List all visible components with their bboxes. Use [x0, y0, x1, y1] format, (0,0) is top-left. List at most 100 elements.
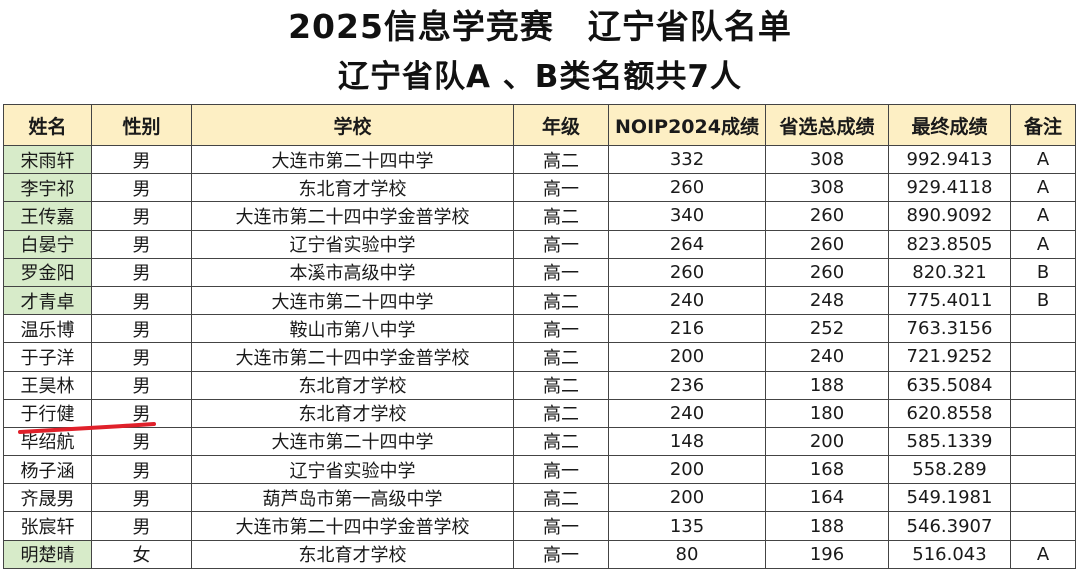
cell-school[interactable]: 东北育才学校: [191, 173, 514, 203]
cell-noip[interactable]: 200: [608, 483, 766, 513]
cell-provincial[interactable]: 248: [765, 285, 889, 316]
cell-school[interactable]: 东北育才学校: [191, 398, 514, 428]
cell-grade[interactable]: 高一: [513, 511, 609, 541]
cell-final[interactable]: 992.9413: [888, 144, 1011, 175]
cell-note[interactable]: [1010, 426, 1076, 457]
cell-name[interactable]: 于子洋: [3, 342, 92, 372]
cell-final[interactable]: 929.4118: [888, 173, 1011, 203]
cell-final[interactable]: 721.9252: [888, 342, 1011, 372]
cell-school[interactable]: 大连市第二十四中学金普学校: [191, 342, 514, 372]
cell-note[interactable]: B: [1010, 257, 1076, 287]
cell-name[interactable]: 白晏宁: [3, 229, 92, 259]
cell-note[interactable]: A: [1010, 201, 1076, 231]
cell-school[interactable]: 大连市第二十四中学金普学校: [191, 201, 514, 231]
cell-noip[interactable]: 260: [608, 257, 766, 287]
cell-grade[interactable]: 高一: [513, 455, 609, 485]
cell-final[interactable]: 585.1339: [888, 426, 1011, 457]
cell-final[interactable]: 763.3156: [888, 314, 1011, 344]
cell-gender[interactable]: 男: [91, 426, 192, 457]
cell-note[interactable]: [1010, 483, 1076, 513]
cell-note[interactable]: A: [1010, 229, 1076, 259]
cell-school[interactable]: 东北育才学校: [191, 370, 514, 400]
cell-grade[interactable]: 高二: [513, 201, 609, 231]
cell-school[interactable]: 大连市第二十四中学金普学校: [191, 511, 514, 541]
cell-note[interactable]: [1010, 455, 1076, 485]
cell-name[interactable]: 于行健: [3, 398, 92, 428]
cell-final[interactable]: 516.043: [888, 539, 1011, 569]
cell-name[interactable]: 杨子涵: [3, 455, 92, 485]
cell-name[interactable]: 才青卓: [3, 285, 92, 316]
cell-gender[interactable]: 男: [91, 314, 192, 344]
cell-name[interactable]: 温乐博: [3, 314, 92, 344]
cell-name[interactable]: 罗金阳: [3, 257, 92, 287]
cell-noip[interactable]: 240: [608, 398, 766, 428]
cell-final[interactable]: 635.5084: [888, 370, 1011, 400]
cell-grade[interactable]: 高一: [513, 314, 609, 344]
cell-grade[interactable]: 高二: [513, 426, 609, 457]
cell-provincial[interactable]: 188: [765, 511, 889, 541]
cell-grade[interactable]: 高二: [513, 144, 609, 175]
cell-note[interactable]: A: [1010, 173, 1076, 203]
cell-gender[interactable]: 女: [91, 539, 192, 569]
cell-grade[interactable]: 高一: [513, 173, 609, 203]
cell-final[interactable]: 775.4011: [888, 285, 1011, 316]
cell-school[interactable]: 辽宁省实验中学: [191, 229, 514, 259]
cell-gender[interactable]: 男: [91, 511, 192, 541]
cell-noip[interactable]: 80: [608, 539, 766, 569]
cell-gender[interactable]: 男: [91, 229, 192, 259]
cell-provincial[interactable]: 168: [765, 455, 889, 485]
cell-provincial[interactable]: 240: [765, 342, 889, 372]
cell-noip[interactable]: 332: [608, 144, 766, 175]
cell-noip[interactable]: 135: [608, 511, 766, 541]
cell-gender[interactable]: 男: [91, 144, 192, 175]
cell-name[interactable]: 王传嘉: [3, 201, 92, 231]
cell-grade[interactable]: 高二: [513, 342, 609, 372]
cell-grade[interactable]: 高二: [513, 285, 609, 316]
cell-grade[interactable]: 高一: [513, 257, 609, 287]
cell-name[interactable]: 齐晟男: [3, 483, 92, 513]
cell-name[interactable]: 明楚晴: [3, 539, 92, 569]
cell-gender[interactable]: 男: [91, 370, 192, 400]
cell-gender[interactable]: 男: [91, 173, 192, 203]
cell-name[interactable]: 张宸轩: [3, 511, 92, 541]
cell-school[interactable]: 大连市第二十四中学: [191, 426, 514, 457]
cell-final[interactable]: 546.3907: [888, 511, 1011, 541]
cell-noip[interactable]: 240: [608, 285, 766, 316]
cell-name[interactable]: 李宇祁: [3, 173, 92, 203]
cell-final[interactable]: 820.321: [888, 257, 1011, 287]
cell-provincial[interactable]: 180: [765, 398, 889, 428]
cell-gender[interactable]: 男: [91, 257, 192, 287]
cell-gender[interactable]: 男: [91, 201, 192, 231]
cell-note[interactable]: [1010, 314, 1076, 344]
cell-school[interactable]: 鞍山市第八中学: [191, 314, 514, 344]
cell-school[interactable]: 东北育才学校: [191, 539, 514, 569]
cell-grade[interactable]: 高二: [513, 370, 609, 400]
cell-provincial[interactable]: 200: [765, 426, 889, 457]
cell-noip[interactable]: 216: [608, 314, 766, 344]
cell-gender[interactable]: 男: [91, 455, 192, 485]
cell-provincial[interactable]: 308: [765, 173, 889, 203]
cell-grade[interactable]: 高一: [513, 229, 609, 259]
cell-provincial[interactable]: 188: [765, 370, 889, 400]
cell-final[interactable]: 823.8505: [888, 229, 1011, 259]
cell-gender[interactable]: 男: [91, 285, 192, 316]
cell-provincial[interactable]: 260: [765, 201, 889, 231]
cell-final[interactable]: 890.9092: [888, 201, 1011, 231]
cell-provincial[interactable]: 308: [765, 144, 889, 175]
cell-noip[interactable]: 200: [608, 455, 766, 485]
cell-note[interactable]: A: [1010, 539, 1076, 569]
cell-provincial[interactable]: 196: [765, 539, 889, 569]
cell-final[interactable]: 620.8558: [888, 398, 1011, 428]
cell-grade[interactable]: 高二: [513, 483, 609, 513]
cell-final[interactable]: 558.289: [888, 455, 1011, 485]
cell-note[interactable]: [1010, 342, 1076, 372]
cell-gender[interactable]: 男: [91, 342, 192, 372]
cell-name[interactable]: 宋雨轩: [3, 144, 92, 175]
cell-noip[interactable]: 148: [608, 426, 766, 457]
cell-school[interactable]: 本溪市高级中学: [191, 257, 514, 287]
cell-gender[interactable]: 男: [91, 483, 192, 513]
cell-note[interactable]: [1010, 511, 1076, 541]
cell-note[interactable]: A: [1010, 144, 1076, 175]
cell-final[interactable]: 549.1981: [888, 483, 1011, 513]
cell-grade[interactable]: 高二: [513, 398, 609, 428]
